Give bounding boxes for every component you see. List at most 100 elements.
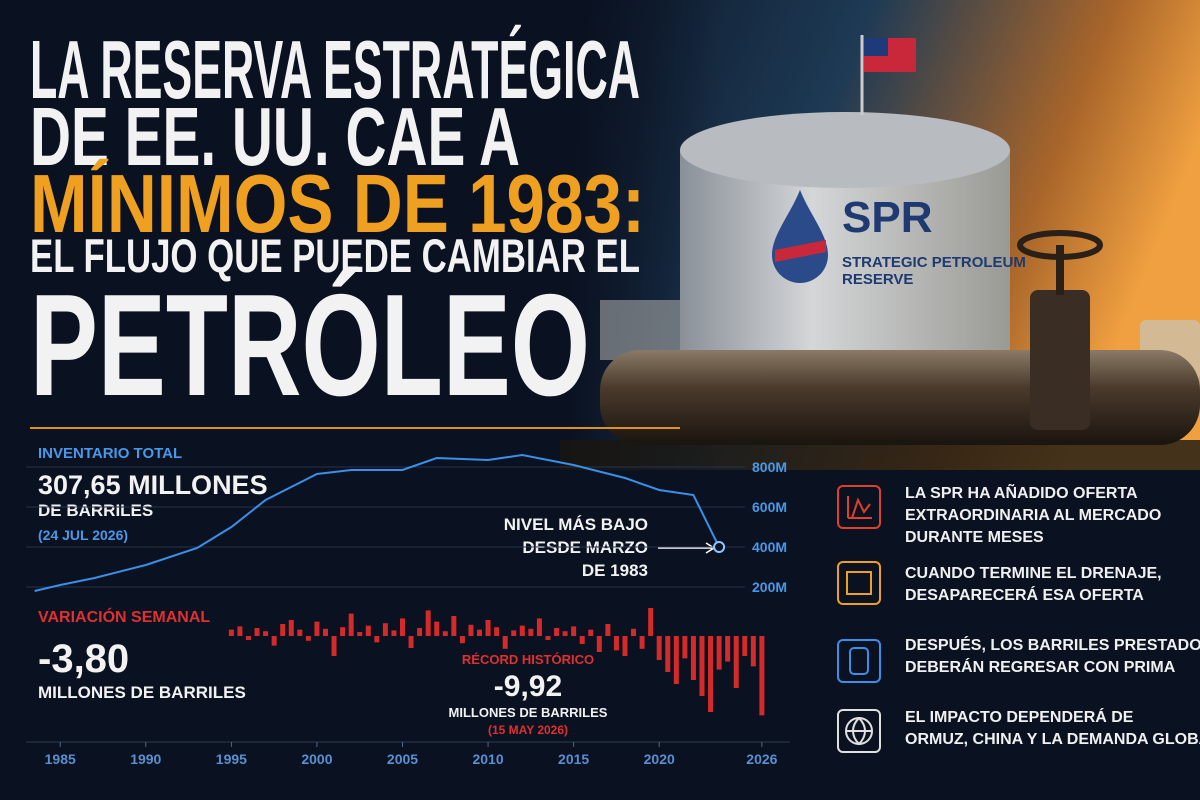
bullet-text: EXTRAORDINARIA AL MERCADO	[905, 507, 1161, 524]
bar	[417, 628, 423, 636]
bar	[528, 628, 534, 636]
bar	[605, 624, 611, 636]
bar	[571, 626, 577, 636]
bar	[733, 636, 739, 688]
bar	[648, 608, 654, 636]
x-tick-label: 1990	[130, 751, 161, 767]
bar	[673, 636, 679, 684]
tank-logo: SPR	[842, 193, 932, 242]
x-tick-label: 1995	[216, 751, 247, 767]
bullet-text: CUANDO TERMINE EL DRENAJE,	[905, 565, 1162, 582]
bar	[408, 636, 414, 648]
bar	[554, 628, 560, 636]
bar	[562, 631, 568, 636]
y-tick-label: 200M	[752, 579, 787, 595]
tank-name: STRATEGIC PETROLEUM	[842, 254, 1026, 271]
bullet-text: DEBERÁN REGRESAR CON PRIMA	[905, 657, 1176, 676]
bar	[400, 618, 405, 636]
bar	[254, 628, 260, 636]
bar	[494, 627, 500, 636]
end-marker	[713, 541, 726, 553]
bar	[502, 636, 508, 649]
y-tick-label: 800M	[752, 459, 787, 475]
bar	[374, 636, 380, 643]
y-tick-label: 600M	[752, 499, 787, 515]
bar	[425, 610, 431, 636]
bullet-text: ORMUZ, CHINA Y LA DEMANDA GLOBAL	[905, 731, 1200, 748]
bar	[297, 629, 303, 636]
title-line: MÍNIMOS DE 1983:	[30, 157, 645, 250]
headline: -3,80	[38, 637, 129, 681]
bar	[665, 636, 671, 672]
bar	[631, 628, 637, 636]
tank-name: RESERVE	[842, 271, 913, 288]
bar	[519, 625, 525, 636]
bullet-text: LA SPR HA AÑADIDO OFERTA	[905, 482, 1138, 502]
bar	[237, 626, 243, 636]
bar	[750, 636, 756, 667]
bar	[288, 620, 294, 636]
bar	[263, 631, 269, 636]
bar	[305, 636, 311, 641]
bar	[708, 636, 714, 712]
title-line: EL FLUJO QUE PUEDE CAMBIAR EL	[30, 229, 640, 282]
bar	[579, 636, 585, 644]
x-tick-label: 1985	[45, 751, 76, 767]
bar	[348, 613, 354, 636]
bar	[742, 636, 748, 656]
bullet-icons	[837, 485, 881, 753]
bar	[477, 629, 483, 636]
bar	[656, 636, 662, 660]
bar	[596, 636, 602, 652]
annotation: NIVEL MÁS BAJO	[504, 515, 648, 534]
x-tick-label: 2005	[387, 751, 418, 767]
headline: (24 JUL 2026)	[38, 527, 128, 543]
title-line: PETRÓLEO	[30, 264, 590, 426]
bar	[511, 630, 517, 636]
x-tick-label: 2000	[301, 751, 332, 767]
annotation: DE 1983	[582, 561, 648, 580]
bullet-text: DESAPARECERÁ ESA OFERTA	[905, 585, 1144, 604]
bar	[314, 621, 320, 636]
bar	[485, 620, 491, 636]
bar	[340, 627, 346, 636]
bar	[639, 636, 645, 649]
x-tick-label: 2010	[472, 751, 503, 767]
title-line: DE EE. UU. CAE A	[30, 90, 520, 183]
headline: DE BARRILES	[38, 501, 153, 520]
bar	[271, 636, 277, 646]
bullet-text: DURANTE MESES	[905, 529, 1044, 546]
annotation: RÉCORD HISTÓRICO	[462, 652, 594, 667]
chart-title: VARIACIÓN SEMANAL	[38, 607, 210, 626]
bar	[468, 624, 474, 636]
bar	[725, 636, 731, 662]
headline: MILLONES DE BARRILES	[38, 683, 246, 702]
bar	[280, 624, 286, 636]
bar	[613, 636, 619, 651]
chart-title: INVENTARIO TOTAL	[38, 445, 182, 462]
bar	[245, 636, 251, 640]
bar	[357, 632, 363, 636]
x-tick-label: 2026	[746, 751, 777, 767]
bar	[442, 631, 448, 636]
bullet-text: DESPUÉS, LOS BARRILES PRESTADOS	[905, 635, 1200, 654]
bar	[434, 621, 440, 636]
x-tick-label: 2020	[644, 751, 675, 767]
bar	[536, 618, 542, 636]
bar	[451, 616, 457, 636]
bar	[699, 636, 705, 696]
bar	[391, 630, 397, 636]
bar	[365, 625, 371, 636]
headline: 307,65 MILLONES	[38, 470, 268, 500]
bar	[545, 636, 551, 640]
title-line: LA RESERVA ESTRATÉGICA	[30, 23, 640, 116]
bar	[382, 623, 388, 636]
bar	[459, 636, 465, 644]
bar	[331, 636, 337, 656]
bar	[322, 628, 328, 636]
scene	[560, 0, 1200, 470]
annotation: (15 MAY 2026)	[488, 723, 568, 737]
annotation: -9,92	[494, 670, 562, 703]
bar	[690, 636, 696, 680]
